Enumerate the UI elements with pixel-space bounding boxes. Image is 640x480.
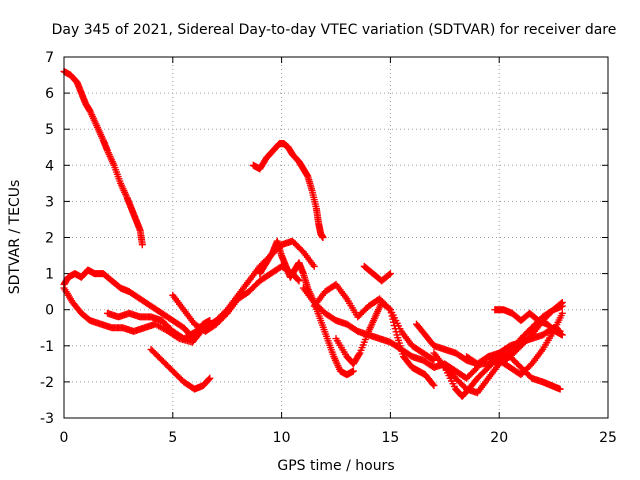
data-point: [349, 367, 357, 375]
y-tick-label: 1: [45, 267, 54, 283]
x-tick-label: 0: [60, 430, 69, 446]
data-point: [389, 315, 397, 323]
y-tick-label: -3: [40, 411, 54, 427]
grid-lines: [64, 57, 608, 418]
tick-labels: 0 5 10 15 20 25 -3 -2 -1 0 1 2 3 4 5 6 7: [40, 50, 617, 446]
data-point: [385, 271, 393, 279]
plot-border: [63, 56, 609, 419]
data-point: [558, 331, 566, 339]
series-arc-5: [147, 345, 214, 393]
y-tick-label: -1: [40, 339, 54, 355]
y-tick-label: 0: [45, 303, 54, 319]
data-point: [205, 375, 213, 383]
data-point: [391, 325, 399, 333]
data-point: [387, 309, 395, 317]
data-point: [386, 306, 394, 314]
data-point: [558, 302, 566, 310]
data-point: [294, 276, 302, 284]
y-tick-label: 2: [45, 231, 54, 247]
y-axis-label: SDTVAR / TECUs: [7, 180, 23, 295]
data-point: [429, 355, 437, 363]
y-tick-label: -2: [40, 375, 54, 391]
data-point: [558, 309, 566, 317]
x-tick-label: 15: [381, 430, 399, 446]
x-tick-label: 5: [168, 430, 177, 446]
series-arc-12: [332, 298, 438, 390]
chart-title: Day 345 of 2021, Sidereal Day-to-day VTE…: [52, 22, 617, 38]
series-arc-19: [463, 302, 566, 368]
series-arc-10: [310, 280, 438, 364]
y-tick-label: 6: [45, 86, 54, 102]
data-point: [392, 328, 400, 336]
data-point: [429, 380, 437, 388]
series-arc-1: [60, 67, 146, 249]
series-arc-14: [413, 320, 564, 368]
data-point: [319, 234, 327, 241]
series-arc-13: [360, 262, 394, 285]
x-tick-label: 10: [273, 430, 291, 446]
series-arc-15: [430, 349, 564, 397]
series-arc-4: [104, 309, 209, 343]
data-point: [355, 350, 363, 358]
data-point: [556, 385, 564, 393]
data-point: [386, 270, 394, 278]
y-tick-label: 7: [45, 50, 54, 66]
data-point: [388, 312, 396, 320]
data-point: [310, 262, 318, 270]
y-tick-label: 4: [45, 158, 54, 174]
data-point: [206, 374, 214, 382]
data-point: [138, 241, 146, 249]
data-point: [390, 318, 398, 326]
data-point: [295, 277, 303, 285]
series-arc-8: [249, 140, 327, 241]
data-marks: [60, 67, 566, 400]
series-arc-3: [60, 284, 205, 346]
data-point: [385, 305, 393, 313]
data-point: [430, 382, 438, 390]
x-axis-label: GPS time / hours: [277, 458, 394, 474]
x-tick-label: 20: [490, 430, 508, 446]
y-tick-label: 3: [45, 194, 54, 210]
x-tick-label: 25: [599, 430, 617, 446]
data-point: [390, 321, 398, 329]
y-tick-label: 5: [45, 122, 54, 138]
